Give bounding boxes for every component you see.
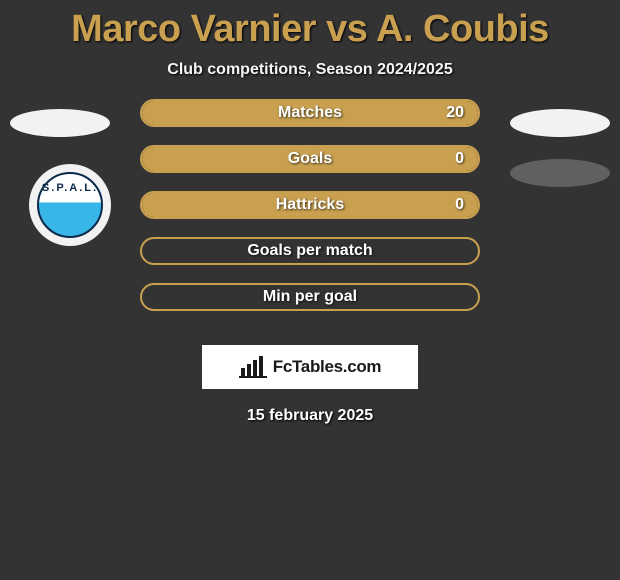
stat-bar: Goals per match <box>140 237 480 265</box>
stat-bar-label: Min per goal <box>142 288 478 306</box>
stat-bar: Min per goal <box>140 283 480 311</box>
snapshot-date: 15 february 2025 <box>0 407 620 425</box>
stat-bar-value: 0 <box>455 196 464 214</box>
stat-bar-label: Hattricks <box>142 196 478 214</box>
bar-chart-icon <box>239 356 267 378</box>
subtitle: Club competitions, Season 2024/2025 <box>0 61 620 79</box>
player-left-avatar-placeholder <box>10 109 110 137</box>
stat-bars: Matches20Goals0Hattricks0Goals per match… <box>140 99 480 329</box>
stat-bar-label: Matches <box>142 104 478 122</box>
player-right-avatar-placeholder <box>510 109 610 137</box>
stat-bar-value: 20 <box>446 104 464 122</box>
stat-bar: Matches20 <box>140 99 480 127</box>
stat-bar: Hattricks0 <box>140 191 480 219</box>
spal-crest-icon: S.P.A.L. <box>37 172 103 238</box>
stat-bar-label: Goals per match <box>142 242 478 260</box>
brand-badge: FcTables.com <box>202 345 418 389</box>
stat-bar-label: Goals <box>142 150 478 168</box>
player-right-club-placeholder <box>510 159 610 187</box>
crest-text: S.P.A.L. <box>42 182 98 194</box>
brand-text: FcTables.com <box>273 357 382 377</box>
player-left-club-crest: S.P.A.L. <box>29 164 111 246</box>
comparison-stage: S.P.A.L. Matches20Goals0Hattricks0Goals … <box>0 109 620 339</box>
stat-bar-value: 0 <box>455 150 464 168</box>
page-title: Marco Varnier vs A. Coubis <box>0 0 620 51</box>
stat-bar: Goals0 <box>140 145 480 173</box>
